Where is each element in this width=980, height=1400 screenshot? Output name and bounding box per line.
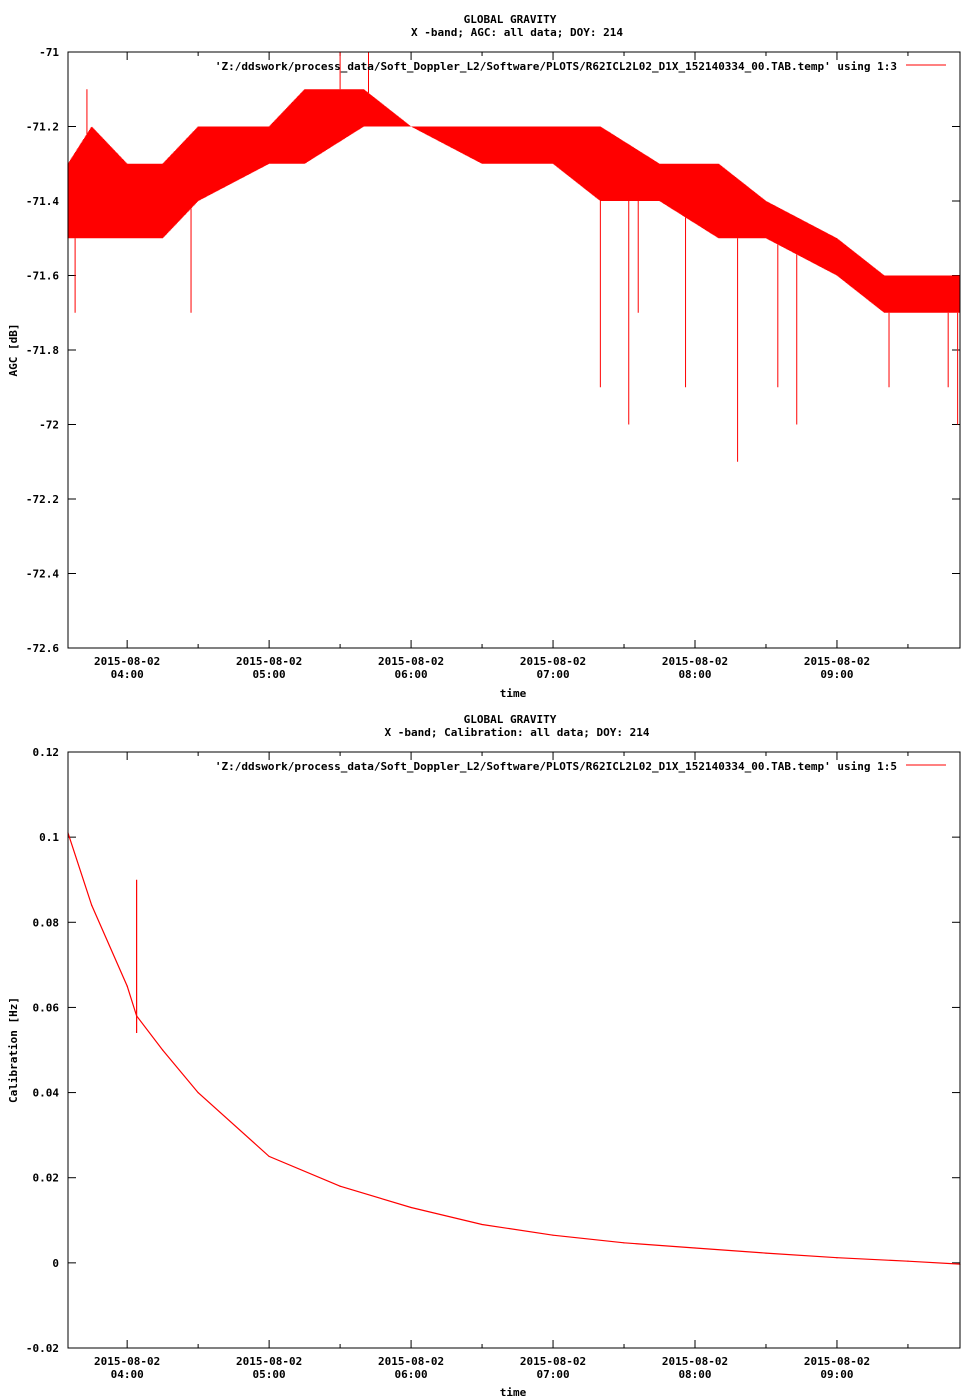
cal-y-tick-label: 0.06	[33, 1001, 60, 1014]
agc-x-tick-time: 05:00	[253, 668, 286, 681]
agc-legend: 'Z:/ddswork/process_data/Soft_Doppler_L2…	[215, 60, 946, 73]
cal-x-tick-date: 2015-08-02	[378, 1355, 444, 1368]
cal-x-tick-date: 2015-08-02	[520, 1355, 586, 1368]
agc-x-tick-date: 2015-08-02	[520, 655, 586, 668]
cal-y-tick-label: 0.08	[33, 916, 60, 929]
cal-data-point	[907, 1260, 909, 1262]
agc-data-band	[67, 89, 961, 313]
agc-x-tick-date: 2015-08-02	[804, 655, 870, 668]
cal-x-tick-date: 2015-08-02	[662, 1355, 728, 1368]
cal-x-tick-time: 06:00	[395, 1368, 428, 1381]
cal-data-line	[67, 832, 961, 1265]
cal-y-tick-label: -0.02	[26, 1342, 59, 1355]
agc-x-tick-date: 2015-08-02	[378, 655, 444, 668]
cal-y-ticks: 0.12 0.1 0.08 0.06 0.04 0.02 0 -0.02	[26, 746, 960, 1355]
cal-data-point	[410, 1206, 412, 1209]
agc-x-tick-date: 2015-08-02	[662, 655, 728, 668]
cal-chart-title: GLOBAL GRAVITY	[464, 713, 557, 726]
agc-chart-subtitle: X -band; AGC: all data; DOY: 214	[411, 26, 623, 39]
cal-data-point	[765, 1252, 767, 1254]
agc-chart: GLOBAL GRAVITY X -band; AGC: all data; D…	[7, 13, 961, 700]
calibration-chart: GLOBAL GRAVITY X -band; Calibration: all…	[7, 713, 961, 1399]
cal-data-point	[197, 1091, 199, 1094]
agc-x-tick-time: 08:00	[678, 668, 711, 681]
cal-data-point	[91, 904, 93, 906]
agc-series-spikes	[67, 52, 959, 462]
cal-data-point	[126, 985, 128, 987]
cal-x-tick-time: 09:00	[820, 1368, 853, 1381]
cal-y-tick-label: 0.02	[33, 1172, 60, 1185]
cal-data-point	[481, 1223, 483, 1226]
agc-x-axis-label: time	[500, 687, 527, 700]
agc-y-tick-label: -72.4	[26, 568, 59, 581]
cal-x-tick-date: 2015-08-02	[94, 1355, 160, 1368]
cal-y-tick-label: 0.04	[33, 1087, 60, 1100]
cal-y-tick-label: 0.1	[39, 831, 59, 844]
agc-x-tick-time: 06:00	[395, 668, 428, 681]
cal-x-tick-time: 04:00	[111, 1368, 144, 1381]
cal-data-point	[694, 1247, 696, 1249]
agc-plot-frame	[67, 51, 961, 649]
agc-y-tick-label: -71.6	[26, 270, 59, 283]
agc-x-tick-time: 09:00	[820, 668, 853, 681]
agc-series-band	[67, 89, 961, 313]
agc-y-tick-label: -72.6	[26, 642, 59, 655]
cal-x-tick-date: 2015-08-02	[804, 1355, 870, 1368]
cal-x-tick-date: 2015-08-02	[236, 1355, 302, 1368]
agc-x-tick-date: 2015-08-02	[236, 655, 302, 668]
agc-y-tick-label: -71	[39, 46, 59, 59]
agc-y-axis-label: AGC [dB]	[7, 324, 20, 377]
cal-y-tick-label: 0	[52, 1257, 59, 1270]
agc-y-tick-label: -71.2	[26, 121, 59, 134]
cal-data-point	[623, 1242, 625, 1244]
cal-y-tick-label: 0.12	[33, 746, 60, 759]
cal-data-point	[552, 1234, 554, 1236]
cal-x-tick-time: 08:00	[678, 1368, 711, 1381]
agc-x-tick-time: 04:00	[111, 668, 144, 681]
cal-legend-label: 'Z:/ddswork/process_data/Soft_Doppler_L2…	[215, 760, 897, 773]
agc-y-tick-label: -71.4	[26, 195, 59, 208]
cal-series	[67, 832, 961, 1265]
cal-x-tick-time: 07:00	[536, 1368, 569, 1381]
agc-y-tick-label: -72.2	[26, 493, 59, 506]
agc-legend-label: 'Z:/ddswork/process_data/Soft_Doppler_L2…	[215, 60, 897, 73]
cal-x-tick-time: 05:00	[253, 1368, 286, 1381]
cal-legend: 'Z:/ddswork/process_data/Soft_Doppler_L2…	[215, 760, 946, 773]
agc-x-tick-date: 2015-08-02	[94, 655, 160, 668]
cal-plot-frame	[67, 751, 961, 1349]
agc-y-tick-label: -71.8	[26, 344, 59, 357]
cal-data-point	[836, 1257, 838, 1259]
cal-data-point	[339, 1185, 341, 1187]
cal-data-point	[162, 1049, 164, 1051]
cal-x-axis-label: time	[500, 1386, 527, 1399]
cal-data-point	[268, 1155, 270, 1158]
cal-x-ticks: 2015-08-0204:002015-08-0205:002015-08-02…	[94, 752, 909, 1381]
agc-x-ticks: 2015-08-0204:002015-08-0205:002015-08-02…	[94, 52, 909, 681]
agc-x-tick-time: 07:00	[536, 668, 569, 681]
cal-y-axis-label: Calibration [Hz]	[7, 997, 20, 1103]
cal-chart-subtitle: X -band; Calibration: all data; DOY: 214	[385, 726, 650, 739]
agc-y-tick-label: -72	[39, 419, 59, 432]
agc-chart-title: GLOBAL GRAVITY	[464, 13, 557, 26]
